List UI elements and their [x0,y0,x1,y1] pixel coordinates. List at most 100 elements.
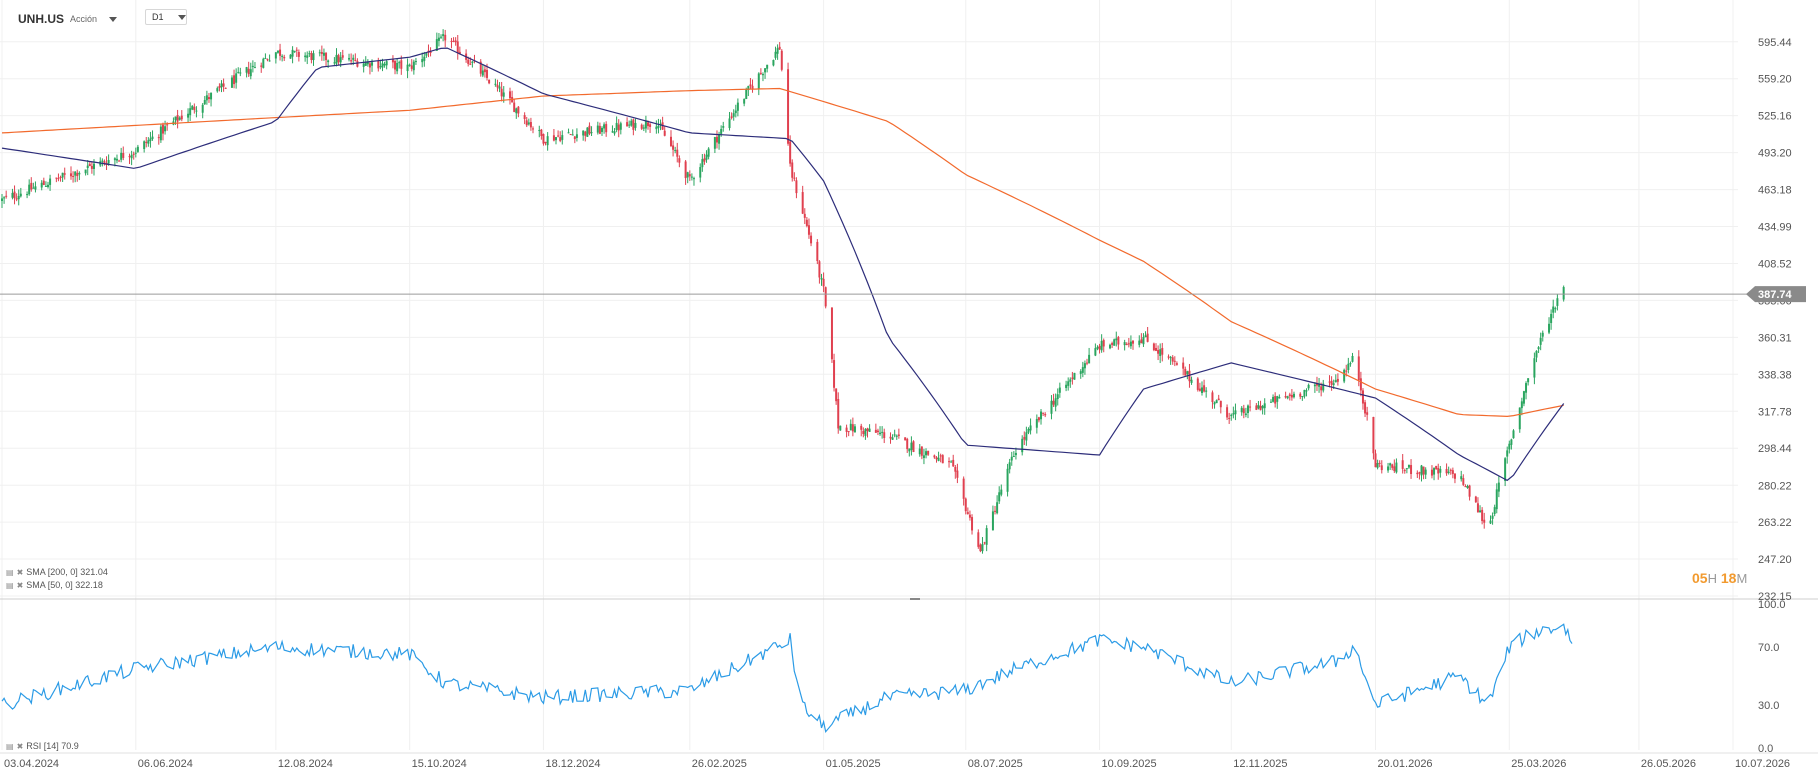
candle-body [772,60,775,66]
candle-body [1420,465,1423,476]
candle-body [1088,354,1091,364]
candle-body [908,448,911,452]
candle-body [1190,379,1193,383]
settings-icon[interactable]: ▤ [6,741,14,751]
candle-body [396,62,399,72]
candle-body [1000,489,1003,495]
candle-body [688,174,691,177]
candle-body [933,455,936,458]
candle-body [684,161,687,179]
candle-body [291,49,294,57]
candle-body [764,68,767,73]
candle-body [149,138,152,142]
candle-body [1269,401,1272,403]
candle-body [103,161,106,164]
candle-body [44,185,47,187]
candle-body [956,470,959,478]
candle-body [1537,347,1540,350]
candle-body [88,163,91,167]
candle-body [1284,395,1287,398]
candle-body [421,59,424,63]
candle-body [3,197,6,199]
candle-body [1259,405,1262,411]
candle-body [1395,462,1398,473]
candle-body [454,40,457,43]
legend-sma200[interactable]: ▤ ✖ SMA [200, 0] 321.04 [6,567,108,577]
candle-body [1169,357,1172,359]
candle-body [1152,343,1155,351]
candle-body [364,62,367,66]
candle-body [778,46,781,50]
candle-body [161,124,164,134]
pane-resize-handle [910,598,920,600]
candle-body [1533,358,1536,378]
symbol-header[interactable]: UNH.US Acción [18,10,118,28]
candle-body [456,41,459,54]
candle-body [1125,343,1128,345]
candle-body [619,123,622,130]
chevron-down-icon[interactable] [109,16,118,22]
candle-body [1418,472,1421,474]
settings-icon[interactable]: ▤ [6,580,14,590]
candle-body [964,498,967,512]
price-axis-label: 360.31 [1758,332,1792,344]
time-axis-label: 26.02.2025 [692,758,747,770]
candle-body [5,195,8,197]
candle-body [1257,404,1260,409]
candle-body [1372,416,1375,454]
close-icon[interactable]: ✖ [16,741,24,751]
candle-body [598,125,601,134]
candle-body [115,158,118,161]
candle-body [69,173,72,177]
candle-body [950,461,953,463]
candle-body [1132,340,1135,344]
timeframe-select[interactable]: D1 [145,9,187,25]
settings-icon[interactable]: ▤ [6,567,14,577]
candle-body [86,165,89,169]
candle-body [1349,363,1352,365]
close-icon[interactable]: ✖ [16,580,24,590]
candle-body [649,124,652,127]
candle-body [1123,342,1126,346]
candle-body [1364,402,1367,414]
candle-body [1167,356,1170,358]
candle-body [222,83,225,87]
price-axis-label: 298.44 [1758,443,1792,455]
candle-body [264,58,267,60]
candle-body [458,51,461,54]
candle-body [379,66,382,68]
candle-body [868,428,871,432]
legend-sma50[interactable]: ▤ ✖ SMA [50, 0] 322.18 [6,580,103,590]
price-axis-label: 434.99 [1758,222,1792,234]
candle-body [803,213,806,218]
candle-body [874,429,877,433]
candle-body [1430,469,1433,476]
candle-body [628,124,631,126]
candle-body [435,39,438,51]
candle-body [1188,370,1191,382]
candle-body [1069,379,1072,382]
candle-body [118,160,121,162]
candle-body [483,69,486,73]
close-icon[interactable]: ✖ [16,567,24,577]
legend-rsi[interactable]: ▤ ✖ RSI [14] 70.9 [6,741,79,751]
candle-body [707,148,710,157]
candle-body [1140,339,1143,344]
candle-body [634,122,637,128]
candle-body [611,131,614,133]
candle-body [1345,370,1348,372]
candle-body [552,135,555,141]
candle-body [1504,458,1507,481]
current-price-label-bg [1746,286,1806,303]
rsi-axis-label: 30.0 [1758,700,1779,712]
candle-body [801,192,804,214]
candle-body [1299,393,1302,397]
candle-body [366,61,369,65]
candle-body [734,110,737,114]
candle-body [561,135,564,140]
candle-body [440,36,443,38]
candle-body [1278,397,1281,399]
candle-body [371,62,374,66]
